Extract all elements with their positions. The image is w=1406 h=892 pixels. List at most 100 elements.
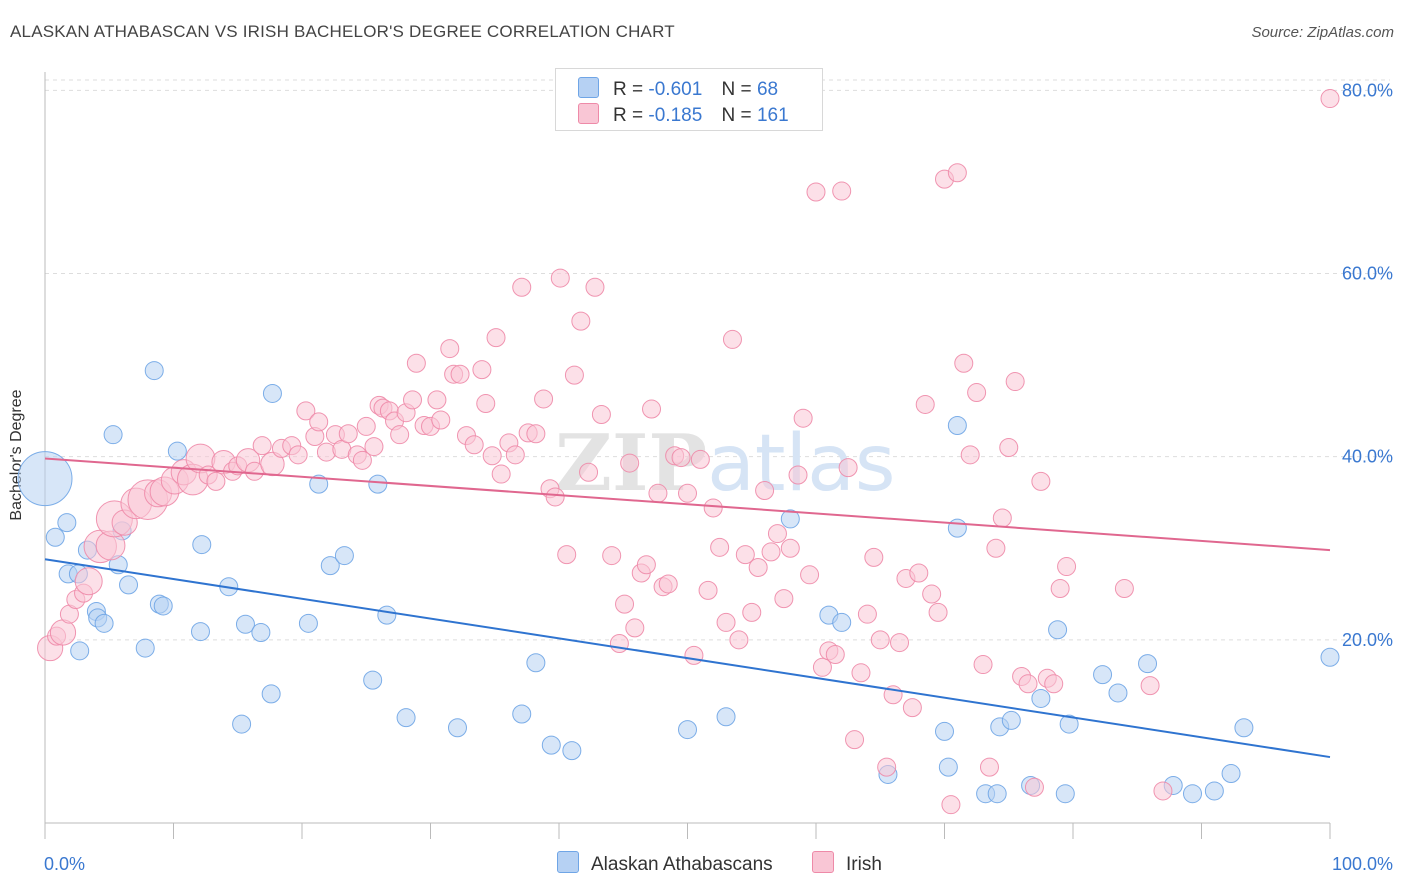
alaskan-point xyxy=(1048,620,1068,640)
y-tick-label: 60.0% xyxy=(1342,263,1393,283)
irish-point xyxy=(851,663,871,683)
irish-point xyxy=(505,445,525,465)
alaskan-point xyxy=(57,513,77,533)
irish-point xyxy=(1050,579,1070,599)
legend-n-value: 161 xyxy=(756,105,789,126)
irish-point xyxy=(1018,674,1038,694)
irish-point xyxy=(909,563,929,583)
alaskan-point xyxy=(190,622,210,642)
irish-point xyxy=(316,442,336,462)
irish-point xyxy=(890,633,910,653)
irish-point xyxy=(742,602,762,622)
irish-point xyxy=(678,483,697,503)
alaskan-point xyxy=(947,518,967,538)
alaskan-point xyxy=(1093,665,1113,685)
series-swatch-alaskan xyxy=(557,851,579,873)
irish-point xyxy=(729,630,749,650)
irish-point xyxy=(288,445,308,465)
irish-point xyxy=(352,450,372,470)
irish-point xyxy=(338,424,358,444)
alaskan-point xyxy=(70,641,90,661)
series-legend-irish: Irish xyxy=(812,851,882,876)
irish-point xyxy=(585,277,605,297)
irish-point xyxy=(403,390,423,410)
irish-point xyxy=(716,612,736,632)
irish-point xyxy=(564,365,584,385)
irish-point xyxy=(812,657,832,677)
alaskan-point xyxy=(167,441,187,461)
irish-point xyxy=(579,462,599,482)
irish-point xyxy=(973,655,993,675)
irish-point xyxy=(431,410,451,430)
irish-point xyxy=(999,438,1019,457)
alaskan-point xyxy=(935,721,954,741)
irish-point xyxy=(838,458,858,478)
irish-point xyxy=(545,487,565,507)
alaskan-point xyxy=(947,416,967,436)
irish-point xyxy=(620,453,640,473)
alaskan-point xyxy=(1108,683,1128,703)
irish-point xyxy=(1005,372,1025,392)
legend-r-value: -0.185 xyxy=(648,105,703,126)
irish-point xyxy=(710,537,730,557)
alaskan-point xyxy=(832,612,852,632)
alaskan-point xyxy=(103,425,123,445)
alaskan-point xyxy=(1234,718,1254,738)
irish-point xyxy=(986,538,1006,558)
alaskan-point xyxy=(144,361,164,381)
irish-point xyxy=(1153,781,1173,801)
irish-point xyxy=(625,618,645,638)
legend-row-alaskan: R = -0.601 N = 68 xyxy=(578,77,778,101)
alaskan-point xyxy=(368,474,388,494)
alaskan-point xyxy=(17,451,73,507)
alaskan-point xyxy=(45,527,65,547)
irish-point xyxy=(761,542,781,562)
irish-point xyxy=(440,339,460,359)
alaskan-point xyxy=(1221,764,1241,784)
irish-point xyxy=(526,424,546,444)
irish-point xyxy=(206,471,226,491)
irish-point xyxy=(1031,471,1051,491)
alaskan-point xyxy=(447,718,467,738)
irish-point xyxy=(591,405,611,425)
irish-point xyxy=(1057,557,1077,577)
irish-point xyxy=(947,163,967,183)
irish-point xyxy=(857,604,877,624)
y-tick-label: 80.0% xyxy=(1342,80,1393,100)
irish-point xyxy=(609,633,629,653)
irish-point xyxy=(648,483,668,503)
alaskan-point xyxy=(1001,710,1021,730)
alaskan-point xyxy=(135,638,155,658)
series-name-irish: Irish xyxy=(846,854,882,875)
irish-point xyxy=(658,574,678,594)
irish-point xyxy=(967,383,987,403)
irish-point xyxy=(954,353,974,373)
irish-point xyxy=(602,546,622,566)
legend-r-label: R = xyxy=(613,79,644,100)
irish-point xyxy=(406,353,426,373)
irish-point xyxy=(464,435,484,455)
alaskan-point xyxy=(334,546,354,566)
irish-point xyxy=(755,481,775,501)
irish-point xyxy=(922,584,942,604)
alaskan-point xyxy=(526,653,546,673)
alaskan-point xyxy=(192,535,212,555)
irish-point xyxy=(703,498,723,518)
alaskan-point xyxy=(309,474,329,494)
irish-point xyxy=(877,757,897,777)
irish-point xyxy=(928,602,948,622)
alaskan-point xyxy=(512,704,532,724)
legend-r-value: -0.601 xyxy=(648,79,703,100)
alaskan-point xyxy=(716,707,736,727)
series-legend-alaskan: Alaskan Athabascans xyxy=(557,851,773,876)
irish-point xyxy=(642,399,662,419)
alaskan-point xyxy=(363,670,383,690)
irish-point xyxy=(1024,777,1044,797)
irish-point xyxy=(476,394,496,414)
alaskan-point xyxy=(987,784,1007,804)
irish-point xyxy=(788,465,808,485)
irish-point xyxy=(364,437,384,457)
alaskan-point xyxy=(1031,688,1051,708)
irish-point xyxy=(491,464,511,484)
